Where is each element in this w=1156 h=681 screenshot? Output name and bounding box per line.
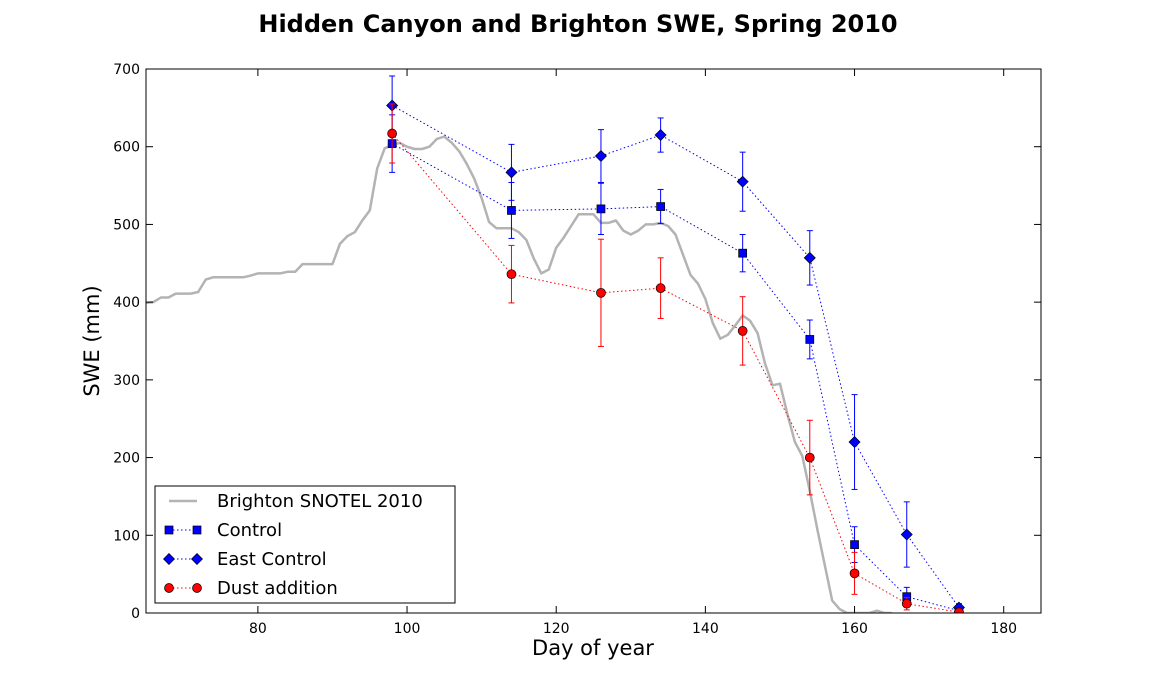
legend-marker-east-control bbox=[191, 553, 203, 565]
data-point-dust-addition bbox=[954, 607, 964, 613]
data-point-dust-addition bbox=[737, 326, 748, 336]
axes: 80 100 120 140 160 180 0 100 200 300 400 500 600 700 bbox=[113, 62, 1041, 637]
legend: Brighton SNOTEL 2010 Control East Control D… bbox=[154, 485, 456, 604]
series-brighton-snotel-2010 bbox=[146, 135, 892, 613]
data-point-dust-addition bbox=[506, 269, 517, 280]
y-tick-label: 400 bbox=[113, 295, 140, 311]
data-point-dust-addition bbox=[804, 452, 815, 463]
y-axis-label: SWE (mm) bbox=[80, 285, 104, 396]
legend-item-control: Control bbox=[164, 520, 282, 541]
data-point-east-control bbox=[654, 129, 667, 142]
data-point-control bbox=[596, 204, 606, 214]
y-tick-label: 700 bbox=[113, 62, 140, 78]
legend-marker-control bbox=[164, 525, 174, 535]
data-point-east-control bbox=[736, 175, 749, 188]
data-point-east-control bbox=[803, 251, 816, 264]
plot-frame bbox=[145, 68, 1042, 614]
legend-marker-control bbox=[192, 525, 202, 535]
x-tick-label: 160 bbox=[841, 621, 868, 637]
series-line-brighton-snotel-2010 bbox=[146, 135, 892, 613]
x-tick-label: 100 bbox=[394, 621, 421, 637]
y-tick-label: 600 bbox=[113, 140, 140, 156]
x-axis-label: Day of year bbox=[532, 636, 654, 660]
chart-title: Hidden Canyon and Brighton SWE, Spring 2… bbox=[258, 10, 897, 38]
data-point-dust-addition bbox=[655, 283, 666, 294]
data-point-dust-addition bbox=[387, 128, 397, 139]
x-tick-label: 80 bbox=[249, 621, 267, 637]
legend-item-dust-addition: Dust addition bbox=[164, 578, 338, 599]
legend-marker-east-control bbox=[163, 553, 175, 565]
data-point-east-control bbox=[848, 436, 861, 449]
legend-label-east-control: East Control bbox=[217, 549, 327, 570]
legend-item-east-control: East Control bbox=[163, 549, 327, 570]
data-point-control bbox=[738, 248, 748, 258]
data-point-dust-addition bbox=[901, 598, 912, 609]
legend-marker-dust-addition bbox=[164, 583, 174, 593]
data-point-control bbox=[656, 202, 665, 211]
data-point-control bbox=[507, 206, 516, 215]
y-tick-label: 300 bbox=[113, 373, 140, 389]
data-point-dust-addition bbox=[849, 568, 860, 579]
plot-area bbox=[146, 75, 965, 613]
y-tick-label: 200 bbox=[113, 451, 140, 467]
legend-box bbox=[154, 485, 456, 604]
y-tick-label: 500 bbox=[113, 217, 140, 233]
legend-marker-dust-addition bbox=[192, 583, 202, 593]
data-point-control bbox=[850, 540, 859, 549]
data-point-dust-addition bbox=[596, 287, 606, 298]
x-tick-label: 180 bbox=[990, 621, 1017, 637]
data-point-east-control bbox=[505, 166, 518, 179]
x-tick-label: 140 bbox=[692, 621, 719, 637]
data-point-east-control bbox=[900, 528, 913, 541]
legend-label-control: Control bbox=[217, 520, 282, 541]
x-tick-label: 120 bbox=[543, 621, 570, 637]
series-dust-addition bbox=[387, 103, 964, 613]
legend-item-brighton-snotel-2010: Brighton SNOTEL 2010 bbox=[169, 491, 423, 512]
data-point-control bbox=[805, 335, 815, 344]
data-point-east-control bbox=[594, 150, 607, 163]
y-tick-label: 100 bbox=[113, 528, 140, 544]
legend-label-dust-addition: Dust addition bbox=[217, 578, 338, 599]
legend-label-brighton-snotel-2010: Brighton SNOTEL 2010 bbox=[217, 491, 423, 512]
y-tick-label: 0 bbox=[131, 606, 140, 622]
